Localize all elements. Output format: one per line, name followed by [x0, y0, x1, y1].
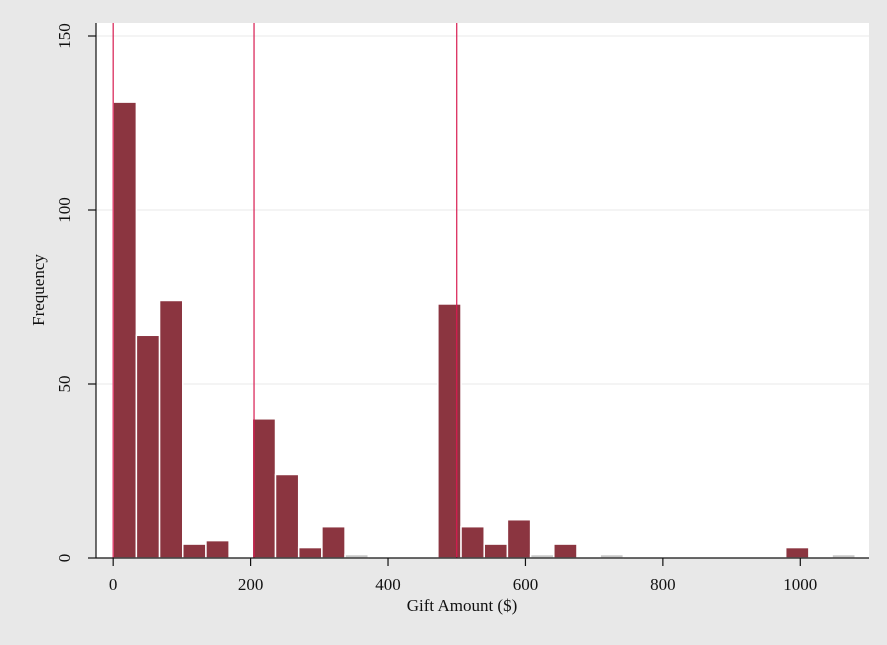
x-ticks: 0 200 400 600 800 1000 [109, 558, 817, 594]
histogram-bar [483, 543, 509, 559]
histogram-bar [460, 525, 485, 559]
y-ticks: 0 50 100 150 [55, 23, 96, 562]
histogram-bar [135, 334, 161, 559]
grid-lines [96, 35, 869, 385]
y-tick-label: 150 [55, 23, 74, 49]
x-tick-label: 600 [513, 575, 539, 594]
histogram-bar [321, 525, 346, 559]
histogram-bar [297, 546, 323, 559]
histogram-bar [112, 101, 138, 559]
x-tick-label: 400 [375, 575, 401, 594]
histogram-bar [158, 299, 184, 559]
reference-lines [112, 23, 458, 558]
x-axis-title: Gift Amount ($) [407, 596, 518, 615]
histogram-bar [181, 543, 207, 559]
y-tick-label: 50 [55, 376, 74, 393]
histogram-bar [251, 418, 277, 559]
x-tick-label: 800 [650, 575, 676, 594]
bars [112, 101, 857, 559]
y-axis-title: Frequency [29, 254, 48, 326]
histogram-bar [205, 539, 230, 559]
histogram-bar [784, 546, 810, 559]
histogram-bar [506, 518, 532, 559]
axes [95, 23, 869, 559]
histogram-bar [274, 473, 300, 559]
plot-area [96, 23, 869, 558]
y-tick-label: 100 [55, 197, 74, 223]
histogram-bar [437, 303, 462, 559]
histogram-bar [553, 543, 578, 559]
x-tick-label: 0 [109, 575, 118, 594]
x-tick-label: 200 [238, 575, 264, 594]
y-tick-label: 0 [55, 554, 74, 563]
x-tick-label: 1000 [783, 575, 817, 594]
